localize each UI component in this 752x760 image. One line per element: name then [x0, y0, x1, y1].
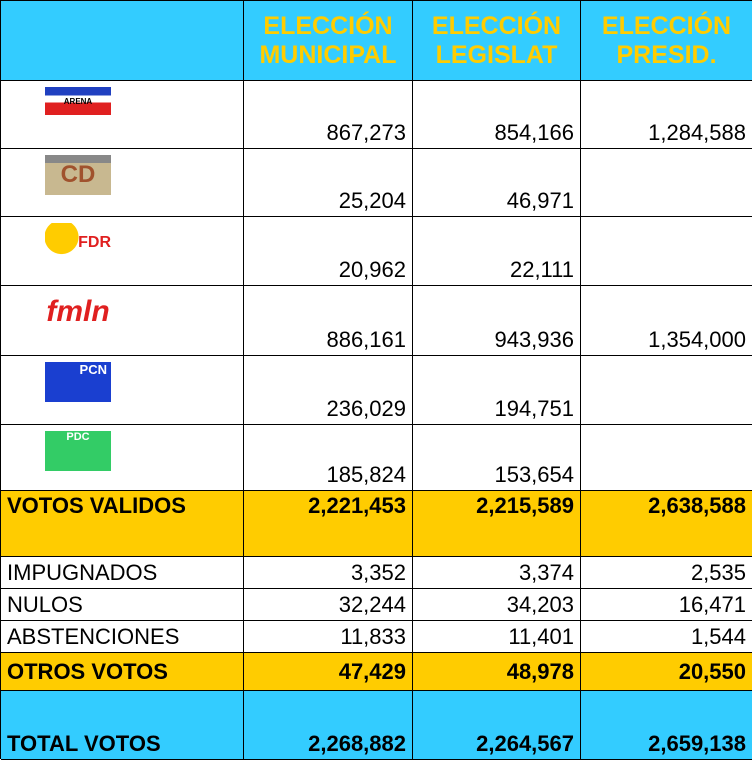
vote-count: 236,029: [244, 356, 413, 425]
vote-count: 16,471: [581, 589, 752, 621]
vote-count: 11,833: [244, 621, 413, 653]
header-corner: [1, 1, 244, 81]
vote-count: 20,962: [244, 217, 413, 286]
header-line: MUNICIPAL: [259, 40, 397, 69]
vote-count: 886,161: [244, 286, 413, 356]
party-logo: FDR: [45, 223, 111, 263]
vote-count: 47,429: [244, 653, 413, 691]
column-header: ELECCIÓN PRESID.: [581, 1, 752, 81]
vote-count: 943,936: [413, 286, 581, 356]
vote-count: 25,204: [244, 149, 413, 217]
row-label: VOTOS VALIDOS: [1, 491, 244, 557]
party-logo: fmln: [45, 292, 111, 332]
vote-count: 46,971: [413, 149, 581, 217]
vote-count: [581, 217, 752, 286]
party-cell: ARENA: [1, 81, 244, 149]
row-label: IMPUGNADOS: [1, 557, 244, 589]
vote-count: [581, 356, 752, 425]
vote-count: 2,268,882: [244, 691, 413, 760]
vote-count: 185,824: [244, 425, 413, 491]
header-line: ELECCIÓN: [263, 11, 393, 40]
vote-count: 1,544: [581, 621, 752, 653]
row-label: TOTAL VOTOS: [1, 691, 244, 760]
vote-count: 34,203: [413, 589, 581, 621]
vote-count: [581, 149, 752, 217]
vote-count: 1,284,588: [581, 81, 752, 149]
vote-count: 32,244: [244, 589, 413, 621]
header-line: PRESID.: [616, 40, 717, 69]
vote-count: 2,264,567: [413, 691, 581, 760]
party-cell: fmln: [1, 286, 244, 356]
vote-count: 2,215,589: [413, 491, 581, 557]
row-label: ABSTENCIONES: [1, 621, 244, 653]
party-logo: PCN: [45, 362, 111, 402]
header-line: ELECCIÓN: [601, 11, 732, 40]
column-header: ELECCIÓN MUNICIPAL: [244, 1, 413, 81]
vote-count: 3,374: [413, 557, 581, 589]
vote-count: 48,978: [413, 653, 581, 691]
vote-count: 2,638,588: [581, 491, 752, 557]
vote-count: 2,221,453: [244, 491, 413, 557]
party-cell: PDC: [1, 425, 244, 491]
vote-count: 20,550: [581, 653, 752, 691]
row-label: OTROS VOTOS: [1, 653, 244, 691]
party-cell: FDR: [1, 217, 244, 286]
vote-count: 194,751: [413, 356, 581, 425]
party-cell: PCN: [1, 356, 244, 425]
vote-count: 22,111: [413, 217, 581, 286]
vote-count: 1,354,000: [581, 286, 752, 356]
vote-count: 854,166: [413, 81, 581, 149]
column-header: ELECCIÓN LEGISLAT: [413, 1, 581, 81]
party-logo: CD: [45, 155, 111, 195]
vote-count: 867,273: [244, 81, 413, 149]
vote-count: [581, 425, 752, 491]
vote-count: 2,535: [581, 557, 752, 589]
row-label: NULOS: [1, 589, 244, 621]
header-line: ELECCIÓN: [431, 11, 562, 40]
vote-count: 153,654: [413, 425, 581, 491]
party-logo: ARENA: [45, 87, 111, 115]
vote-count: 3,352: [244, 557, 413, 589]
vote-count: 11,401: [413, 621, 581, 653]
party-logo: PDC: [45, 431, 111, 471]
party-cell: CD: [1, 149, 244, 217]
header-line: LEGISLAT: [435, 40, 558, 69]
vote-count: 2,659,138: [581, 691, 752, 760]
